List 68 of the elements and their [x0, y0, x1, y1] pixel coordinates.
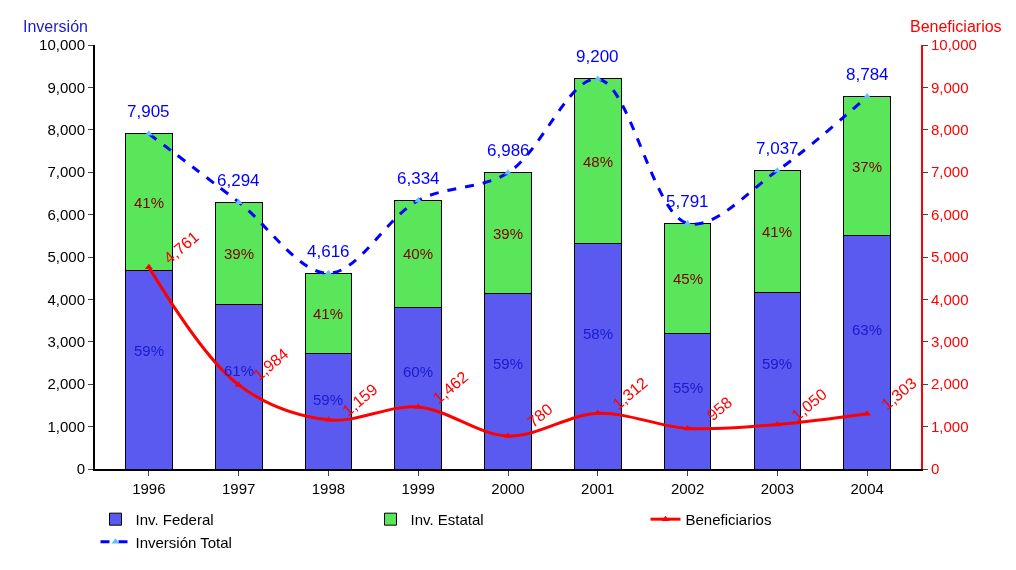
data-label: 5,791 — [666, 192, 709, 211]
y2-tick-label: 3,000 — [931, 333, 969, 351]
annotation: 41% — [313, 305, 344, 322]
y2-tick-label: 8,000 — [931, 121, 969, 139]
x-tick-label: 1997 — [221, 480, 256, 497]
data-label: 7,905 — [127, 102, 170, 121]
annotation: 55% — [673, 379, 704, 396]
data-label: 7,037 — [756, 139, 799, 158]
legend-label: Inv. Federal — [135, 511, 214, 529]
y-tick-label: 5,000 — [47, 248, 85, 266]
x-tick-label: 1998 — [311, 480, 346, 497]
y-tick-label: 8,000 — [47, 121, 85, 139]
legend-label: Inv. Estatal — [410, 511, 484, 529]
annotation: 60% — [403, 363, 434, 380]
legend-label: Beneficiarios — [685, 511, 772, 529]
data-label: 6,334 — [397, 169, 440, 188]
annotation: 37% — [852, 158, 883, 175]
data-label: 6,294 — [217, 171, 260, 190]
legend-label: Inversión Total — [135, 533, 232, 551]
annotation: 59% — [313, 391, 344, 408]
x-tick-label: 2003 — [760, 480, 795, 497]
point — [683, 424, 692, 431]
data-label: 6,986 — [487, 141, 530, 160]
x-tick-label: 2001 — [581, 480, 615, 497]
annotation: 59% — [762, 355, 793, 372]
y-tick-label: 4,000 — [47, 290, 85, 308]
data-label: 9,200 — [576, 47, 619, 66]
y-tick-label: 3,000 — [47, 333, 85, 351]
y-axis-title: Inversión — [23, 18, 88, 35]
y2-tick-label: 6,000 — [931, 205, 969, 223]
y2-tick-label: 1,000 — [931, 417, 969, 435]
annotation: 59% — [134, 342, 165, 359]
y2-tick-label: 9,000 — [931, 78, 969, 96]
data-label: 958 — [703, 393, 736, 424]
x-tick-label: 1999 — [401, 480, 435, 497]
y-tick-label: 2,000 — [47, 375, 85, 393]
x-tick-label: 2002 — [670, 480, 705, 497]
y2-tick-label: 0 — [931, 460, 940, 478]
x-tick-label: 2000 — [491, 480, 525, 497]
annotation: 45% — [673, 270, 704, 287]
y2-tick-label: 7,000 — [931, 163, 969, 181]
annotation: 59% — [493, 355, 524, 372]
annotation: 39% — [224, 245, 255, 262]
annotation: 40% — [403, 245, 434, 262]
data-label: 780 — [524, 400, 556, 431]
y-tick-label: 0 — [76, 460, 85, 478]
x-tick-label: 1996 — [132, 480, 166, 497]
annotation: 41% — [134, 194, 165, 211]
y2-tick-label: 4,000 — [931, 290, 969, 308]
annotation: 58% — [583, 325, 614, 342]
y2-axis-title: Beneficiarios — [910, 18, 1002, 35]
y2-tick-label: 5,000 — [931, 248, 969, 266]
y2-tick-label: 2,000 — [931, 375, 969, 393]
x-tick-label: 2004 — [850, 480, 884, 497]
annotation: 63% — [852, 321, 883, 338]
y-tick-label: 7,000 — [47, 163, 85, 181]
y-tick-label: 10,000 — [39, 36, 85, 54]
point — [773, 420, 782, 427]
y2-tick-label: 10,000 — [931, 36, 977, 54]
y-tick-label: 1,000 — [47, 417, 85, 435]
annotation: 39% — [493, 225, 524, 242]
annotation: 61% — [224, 362, 255, 379]
y-tick-label: 6,000 — [47, 205, 85, 223]
annotation: 41% — [762, 223, 793, 240]
data-label: 8,784 — [846, 65, 889, 84]
annotation: 48% — [583, 153, 614, 170]
data-label: 4,616 — [307, 242, 350, 261]
y-tick-label: 9,000 — [47, 78, 85, 96]
